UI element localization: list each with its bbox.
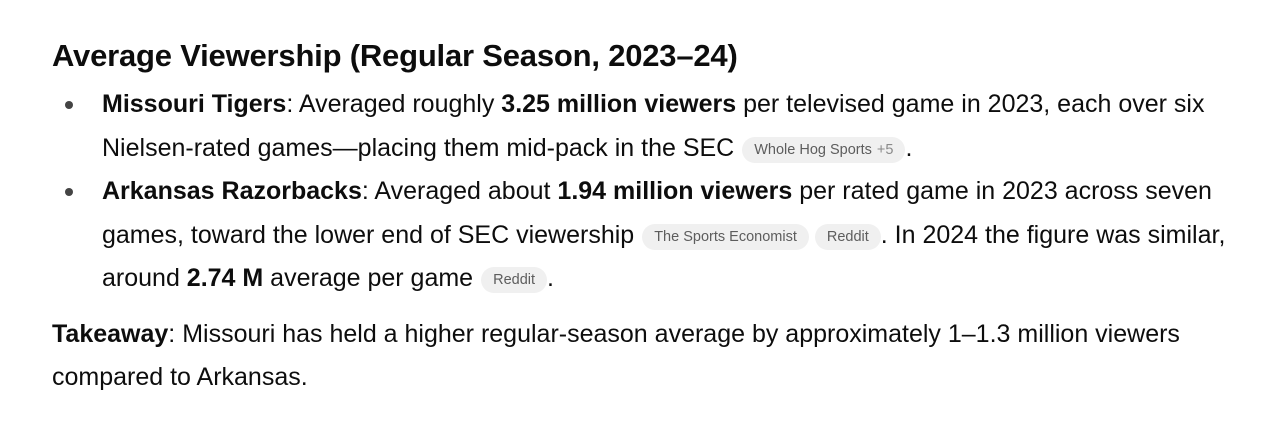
source-chip-whole-hog-sports[interactable]: Whole Hog Sports +5: [742, 136, 906, 163]
answer-content: Average Viewership (Regular Season, 2023…: [52, 32, 1252, 400]
section-heading: Average Viewership (Regular Season, 2023…: [52, 38, 738, 73]
list-item-arkansas: Arkansas Razorbacks: Averaged about 1.94…: [52, 170, 1252, 301]
bullet-icon: [65, 188, 73, 196]
source-chip-reddit[interactable]: Reddit: [814, 223, 881, 250]
source-chip-reddit-2[interactable]: Reddit: [481, 267, 548, 293]
takeaway-paragraph: Takeaway: Missouri has held a higher reg…: [52, 313, 1252, 400]
viewership-list: Missouri Tigers: Averaged roughly 3.25 m…: [52, 83, 1252, 301]
list-item-missouri: Missouri Tigers: Averaged roughly 3.25 m…: [52, 83, 1252, 170]
arkansas-text-3: . In 2024 the figure was similar, around: [102, 220, 1226, 293]
arkansas-end: .: [547, 264, 554, 292]
source-chip-label: Whole Hog Sports: [754, 141, 872, 158]
arkansas-text-2: per rated game in 2023 across seven game…: [102, 177, 1212, 249]
team-name-missouri: Missouri Tigers: [102, 90, 287, 118]
arkansas-2024-value: 2.74 M: [186, 264, 264, 292]
source-chip-more-count: +5: [876, 141, 894, 158]
missouri-text-2: per televised game in 2023, each over si…: [102, 90, 1205, 162]
missouri-text-1: : Averaged roughly: [286, 90, 502, 118]
arkansas-text-1: : Averaged about: [361, 177, 558, 205]
team-name-arkansas: Arkansas Razorbacks: [102, 177, 362, 205]
missouri-viewers-value: 3.25 million viewers: [501, 90, 737, 118]
missouri-end: .: [905, 133, 913, 162]
takeaway-label: Takeaway: [52, 319, 169, 348]
arkansas-text-4: average per game: [263, 264, 474, 292]
takeaway-text: : Missouri has held a higher regular-sea…: [52, 319, 1180, 392]
bullet-icon: [65, 101, 73, 109]
arkansas-viewers-value: 1.94 million viewers: [557, 177, 793, 205]
source-chip-sports-economist[interactable]: The Sports Economist: [642, 223, 809, 250]
